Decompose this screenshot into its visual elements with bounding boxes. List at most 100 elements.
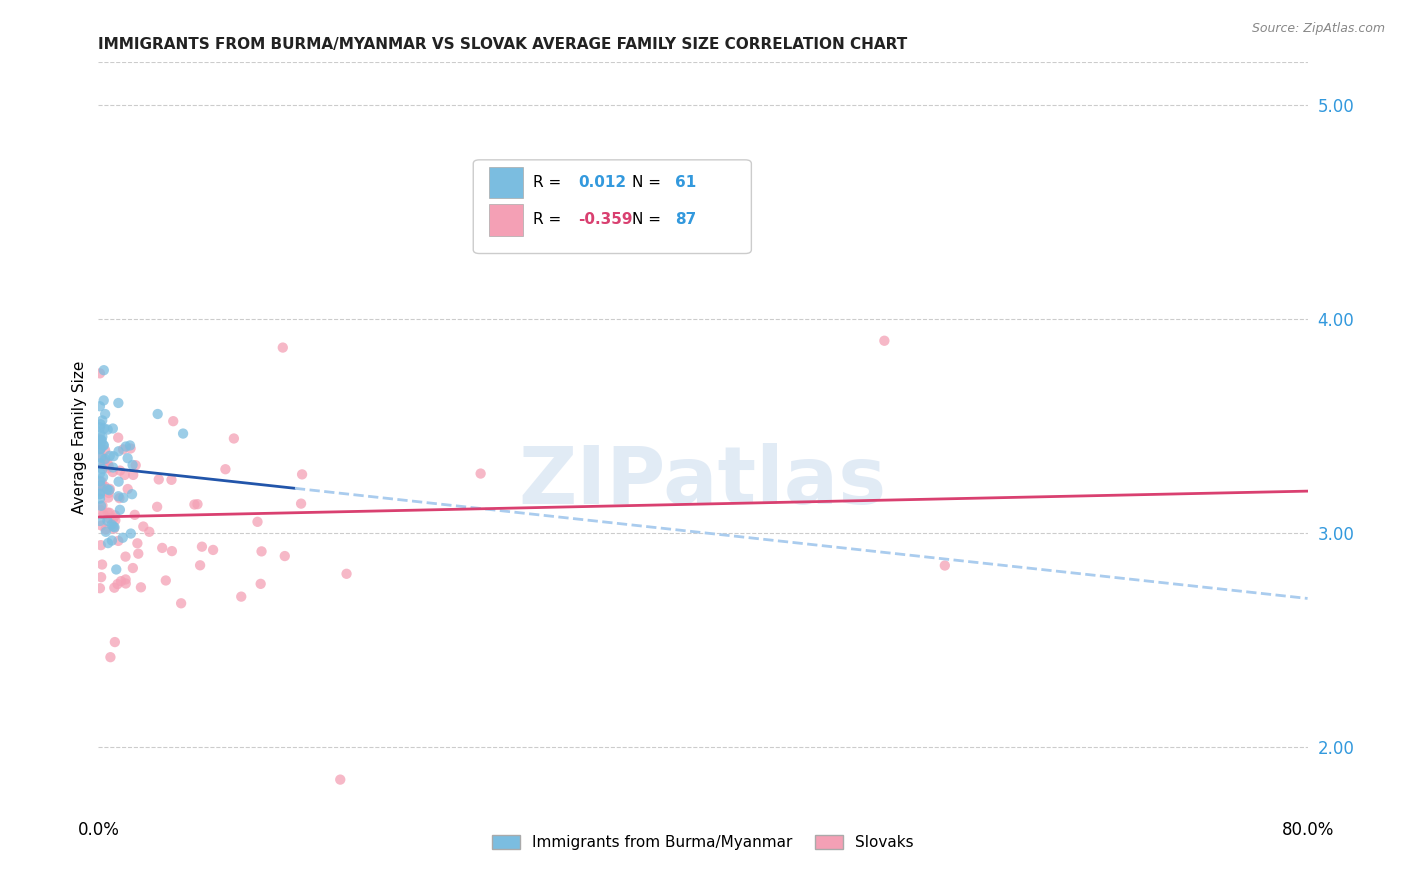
Text: R =: R = — [533, 175, 565, 190]
Point — [103, 522, 125, 536]
Point — [335, 566, 357, 581]
Point — [94, 443, 117, 458]
Point — [89, 487, 111, 501]
Point — [98, 506, 121, 520]
Point — [138, 524, 160, 539]
Text: N =: N = — [631, 212, 665, 227]
Point — [290, 497, 312, 511]
Point — [90, 434, 112, 448]
Text: ZIPatlas: ZIPatlas — [519, 443, 887, 521]
Point — [104, 513, 127, 527]
Point — [97, 423, 120, 437]
Point — [249, 577, 271, 591]
Point — [112, 442, 135, 457]
Point — [91, 470, 114, 484]
Point — [101, 421, 124, 435]
Point — [114, 549, 136, 564]
Point — [93, 393, 115, 408]
Point — [104, 635, 127, 649]
Point — [271, 341, 294, 355]
Point — [90, 434, 112, 448]
Point — [146, 500, 169, 514]
Point — [103, 519, 125, 533]
Point — [117, 482, 139, 496]
Point — [94, 524, 117, 539]
Point — [90, 442, 112, 456]
Point — [91, 499, 114, 513]
Point — [89, 420, 111, 434]
Point — [214, 462, 236, 476]
Point — [127, 547, 149, 561]
Point — [108, 503, 131, 517]
Point — [90, 442, 112, 456]
Point — [93, 421, 115, 435]
Point — [246, 515, 269, 529]
Point — [191, 540, 214, 554]
Point — [127, 536, 149, 550]
Point — [103, 581, 125, 595]
Point — [101, 533, 124, 548]
Point — [108, 491, 131, 505]
Point — [934, 558, 956, 573]
Point — [183, 498, 205, 512]
Point — [93, 438, 115, 452]
Text: Source: ZipAtlas.com: Source: ZipAtlas.com — [1251, 22, 1385, 36]
Point — [125, 458, 148, 473]
Point — [470, 467, 492, 481]
Point — [162, 414, 184, 428]
Point — [120, 442, 142, 456]
Point — [89, 466, 111, 480]
Point — [97, 491, 120, 505]
Point — [114, 440, 136, 454]
Point — [186, 497, 208, 511]
Point — [107, 475, 129, 489]
Point — [89, 581, 111, 595]
Text: 61: 61 — [675, 175, 696, 190]
Point — [90, 503, 112, 517]
Point — [222, 432, 245, 446]
Point — [101, 465, 124, 479]
Point — [90, 478, 112, 492]
Point — [89, 442, 111, 457]
Text: 0.012: 0.012 — [578, 175, 627, 190]
Point — [89, 399, 111, 413]
Point — [90, 417, 112, 432]
Point — [97, 457, 120, 471]
FancyBboxPatch shape — [474, 160, 751, 253]
Point — [91, 450, 114, 465]
Point — [103, 520, 125, 534]
Point — [94, 452, 117, 467]
Point — [120, 526, 142, 541]
Point — [89, 437, 111, 451]
Point — [89, 367, 111, 381]
Point — [114, 467, 136, 482]
Point — [93, 454, 115, 468]
Point — [112, 491, 135, 505]
Point — [89, 427, 111, 442]
Point — [117, 451, 139, 466]
Text: N =: N = — [631, 175, 665, 190]
Point — [100, 517, 122, 532]
Point — [110, 574, 132, 589]
Point — [129, 580, 152, 594]
Point — [100, 650, 122, 665]
Point — [96, 514, 118, 528]
Point — [160, 473, 183, 487]
Point — [132, 519, 155, 533]
Point — [98, 483, 121, 497]
Y-axis label: Average Family Size: Average Family Size — [72, 360, 87, 514]
Point — [122, 561, 145, 575]
Point — [146, 407, 169, 421]
Point — [97, 461, 120, 475]
Point — [122, 467, 145, 482]
Text: R =: R = — [533, 212, 565, 227]
Point — [90, 518, 112, 533]
Point — [89, 491, 111, 506]
Point — [103, 511, 125, 525]
FancyBboxPatch shape — [489, 204, 523, 235]
Point — [89, 474, 111, 488]
Point — [97, 536, 120, 550]
Point — [107, 489, 129, 503]
Point — [150, 541, 173, 555]
Point — [90, 570, 112, 584]
